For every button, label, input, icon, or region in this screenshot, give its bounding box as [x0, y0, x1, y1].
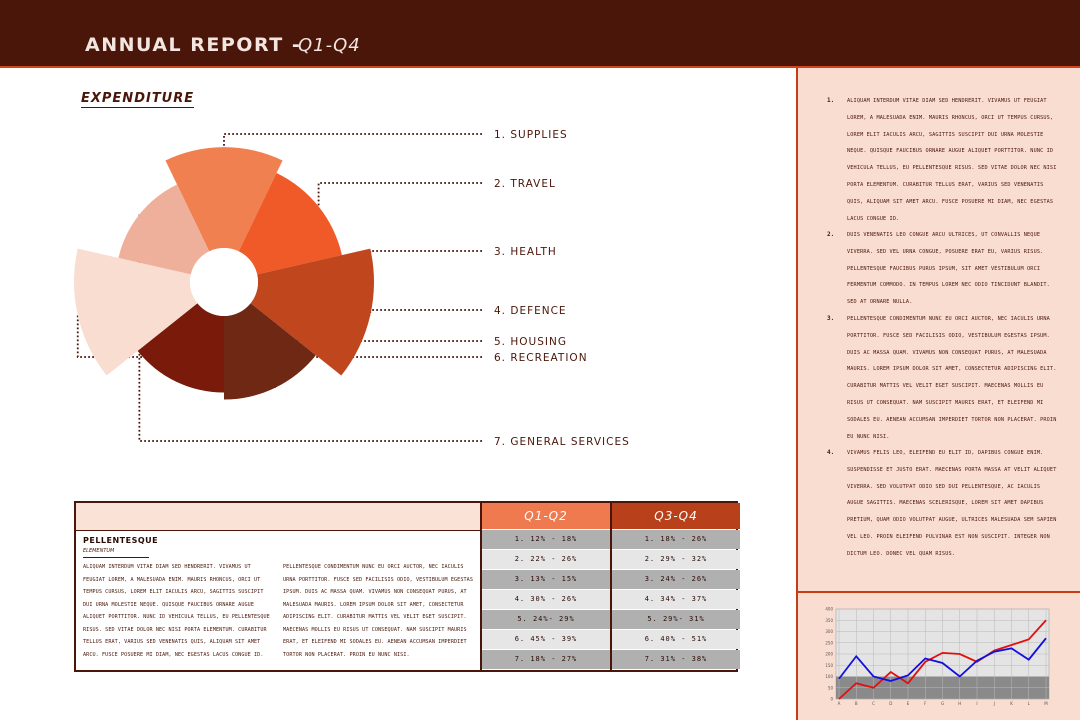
y-tick-label: 200: [825, 652, 833, 657]
category-label: 3. HEALTH: [494, 246, 557, 258]
column-header: Q3-Q4: [612, 503, 740, 529]
category-label: 4. DEFENCE: [494, 305, 567, 317]
series-line: [838, 637, 1047, 682]
x-tick-label: H: [958, 701, 961, 706]
y-tick-label: 0: [830, 697, 833, 702]
table-column: Q1-Q2 1. 12% - 18% 2. 22% - 26% 3. 13% - 15…: [480, 503, 610, 670]
x-tick-label: B: [855, 701, 858, 706]
rose-wedge: [118, 184, 210, 275]
table-cell: 6. 45% - 39%: [482, 630, 610, 649]
y-tick-label: 150: [825, 663, 833, 668]
summary-table: PELLENTESQUE ELEMENTUM ALIQUAM INTERDUM …: [74, 501, 740, 672]
series-line: [838, 619, 1047, 700]
leader-line: [223, 133, 482, 148]
y-tick-label: 350: [825, 618, 833, 623]
table-cell: 1. 12% - 18%: [482, 530, 610, 549]
table-cell: 2. 22% - 26%: [482, 550, 610, 569]
x-tick-label: E: [907, 701, 910, 706]
column-header: Q1-Q2: [482, 503, 610, 529]
header: ANNUAL REPORT - Q1-Q4: [0, 0, 1080, 68]
report-period: Q1-Q4: [298, 35, 361, 56]
y-tick-label: 100: [825, 674, 833, 679]
line-chart: 0 50 100 150 200 250 300 350 400 A B C D E F G H I J K L M: [825, 607, 1050, 706]
y-tick-label: 250: [825, 640, 833, 645]
item-number: 1.: [827, 97, 835, 104]
category-label: 2. TRAVEL: [494, 178, 556, 190]
table-cell: 6. 40% - 51%: [612, 630, 740, 649]
note-cell: PELLENTESQUE ELEMENTUM ALIQUAM INTERDUM …: [76, 503, 480, 670]
table-cell: 4. 30% - 26%: [482, 590, 610, 609]
table-cell: 7. 18% - 27%: [482, 650, 610, 669]
table-cell: 5. 29%- 31%: [612, 610, 740, 629]
x-tick-label: M: [1044, 701, 1048, 706]
x-tick-label: C: [872, 701, 875, 706]
x-tick-label: I: [976, 701, 977, 706]
item-number: 3.: [827, 315, 835, 322]
table-cell: 2. 29% - 32%: [612, 550, 740, 569]
x-tick-label: J: [993, 701, 995, 706]
rose-wedge: [238, 172, 342, 275]
item-text: DUIS VENENATIS LEO CONGUE ARCU ULTRICES,…: [847, 232, 1050, 306]
x-tick-label: F: [924, 701, 927, 706]
rose-wedge: [165, 147, 283, 252]
rose-wedge: [137, 303, 224, 393]
table-cell: 7. 31% - 38%: [612, 650, 740, 669]
category-label: 6. RECREATION: [494, 352, 588, 364]
note-paragraph: ALIQUAM INTERDUM VITAE DIAM SED HENDRERI…: [83, 564, 270, 658]
category-label: 1. SUPPLIES: [494, 129, 568, 141]
y-tick-label: 400: [825, 607, 833, 612]
x-tick-label: A: [838, 701, 841, 706]
table-cell: 3. 13% - 15%: [482, 570, 610, 589]
mini-chart-panel: 0 50 100 150 200 250 300 350 400 A B C D E F G H I J K L M: [798, 591, 1080, 722]
x-tick-label: G: [941, 701, 944, 706]
rose-wedge: [73, 248, 198, 376]
item-number: 4.: [827, 449, 835, 456]
note-header: [76, 503, 480, 531]
report-title: ANNUAL REPORT -: [85, 34, 302, 56]
note-subtitle: ELEMENTUM: [83, 548, 149, 558]
leader-line: [274, 309, 482, 388]
y-tick-label: 50: [828, 685, 834, 690]
item-text: ALIQUAM INTERDUM VITAE DIAM SED HENDRERI…: [847, 98, 1057, 222]
note-paragraph: PELLENTESQUE CONDIMENTUM NUNC EU ORCI AU…: [283, 564, 474, 658]
x-tick-label: L: [1028, 701, 1031, 706]
item-number: 2.: [827, 231, 835, 238]
table-column: Q3-Q4 1. 18% - 26% 2. 29% - 32% 3. 24% - 26…: [610, 503, 740, 670]
rose-chart: 1. SUPPLIES 2. TRAVEL 3. HEALTH 4. DEFENCE 5…: [73, 129, 630, 448]
leader-line: [76, 315, 482, 358]
table-cell: 5. 24%- 29%: [482, 610, 610, 629]
leader-line: [369, 250, 482, 316]
category-label: 5. HOUSING: [494, 336, 567, 348]
rose-hole: [190, 248, 258, 316]
table-cell: 4. 34% - 37%: [612, 590, 740, 609]
x-tick-label: K: [1010, 701, 1013, 706]
rose-wedge: [250, 248, 374, 376]
leader-line: [317, 182, 482, 207]
section-title: EXPENDITURE: [81, 91, 195, 108]
table-cell: 1. 18% - 26%: [612, 530, 740, 549]
note-title: PELLENTESQUE: [83, 536, 159, 545]
rose-wedge: [224, 303, 316, 400]
x-tick-label: D: [889, 701, 892, 706]
sidebar: 0 50 100 150 200 250 300 350 400 A B C D E F G H I J K L M 1.…: [796, 68, 1080, 720]
y-tick-label: 300: [825, 629, 833, 634]
item-text: PELLENTESQUE CONDIMENTUM NUNC EU ORCI AU…: [847, 316, 1057, 440]
item-text: VIVAMUS FELIS LEO, ELEIFEND EU ELIT ID, …: [847, 450, 1057, 557]
table-cell: 3. 24% - 26%: [612, 570, 740, 589]
category-label: 7. GENERAL SERVICES: [494, 436, 630, 448]
